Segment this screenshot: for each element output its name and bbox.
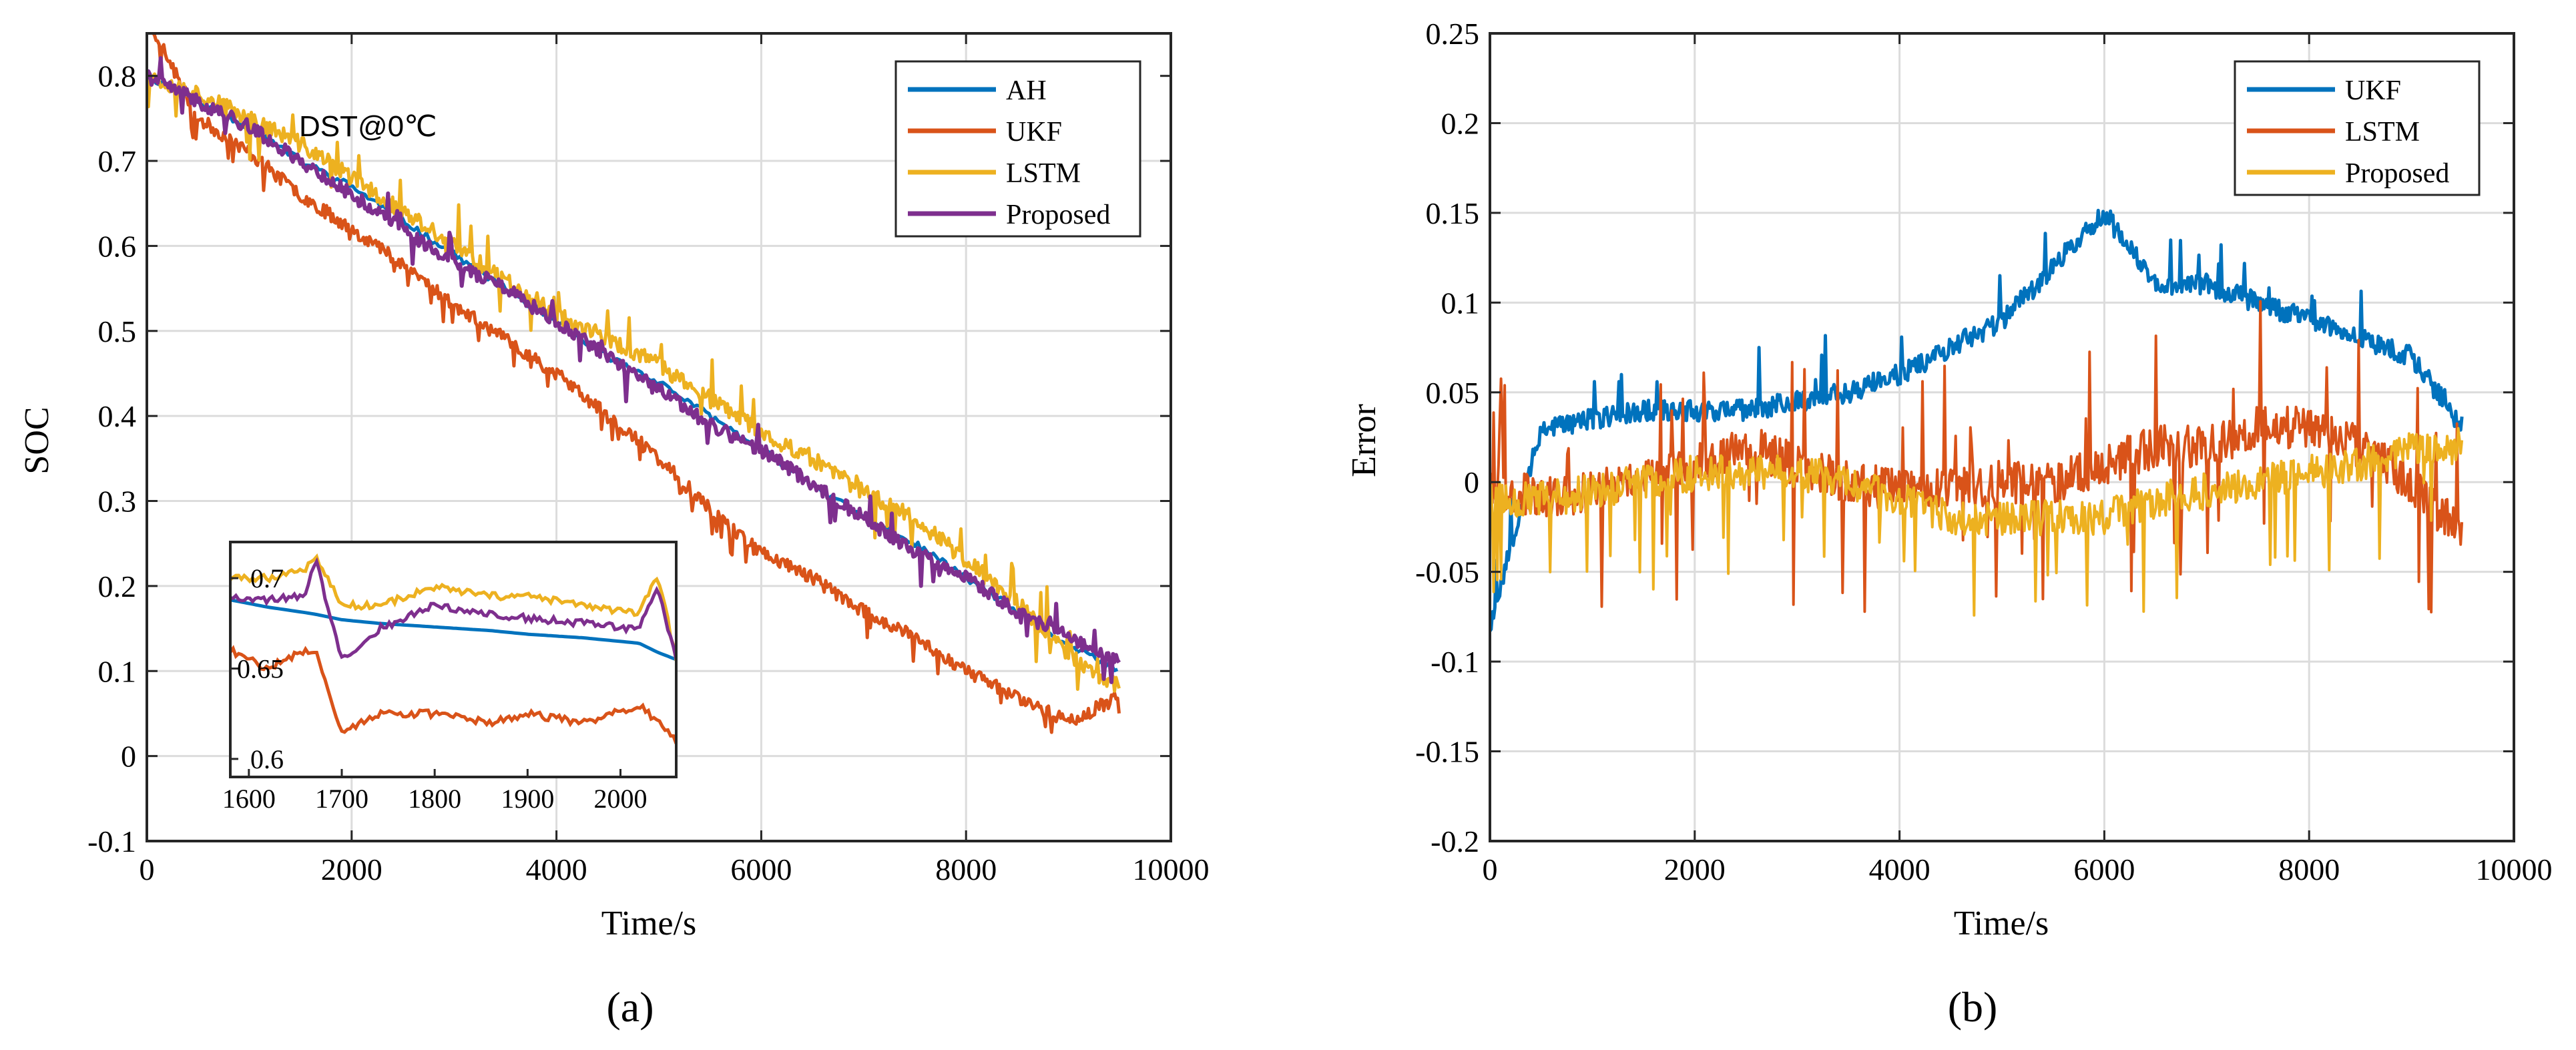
x-tick-label: 8000 xyxy=(935,852,997,886)
y-axis-label-a: SOC xyxy=(18,407,56,474)
inset-ticks: 1600 1700 1800 1900 2000 0.6 0.65 0.7 xyxy=(222,563,648,814)
x-tick-label: 6000 xyxy=(2073,852,2135,886)
chart-panel-a: 0 2000 4000 6000 8000 10000-0.100.10.20.30.40… xyxy=(18,32,1210,1031)
inset-line-proposed xyxy=(230,557,676,660)
y-tick-label: 0.1 xyxy=(1441,286,1480,320)
x-axis-label-a: Time/s xyxy=(601,904,697,943)
inset-series xyxy=(230,553,676,744)
inset-line-lstm xyxy=(230,553,676,662)
legend-label-ukf: UKF xyxy=(1006,117,1062,148)
legend-label-proposed: Proposed xyxy=(2345,158,2449,189)
y-tick-label: 0.3 xyxy=(98,485,137,519)
legend-label-proposed: Proposed xyxy=(1006,200,1110,230)
y-tick-label: -0.05 xyxy=(1415,555,1479,589)
x-tick-label: 6000 xyxy=(730,852,792,886)
ticks-a: 0 2000 4000 6000 8000 10000-0.100.10.20.30.40… xyxy=(87,33,1210,886)
inset-line-ukf xyxy=(230,645,676,744)
legend-b: UKF LSTM Proposed xyxy=(2234,60,2481,196)
inset-x-tick-label: 1900 xyxy=(501,784,554,814)
legend-label-ah: AH xyxy=(1006,75,1047,106)
panel-label-a: (a) xyxy=(606,983,654,1031)
y-tick-label: 0.7 xyxy=(98,144,137,178)
x-tick-label: 10000 xyxy=(2476,852,2553,886)
x-tick-label: 2000 xyxy=(321,852,382,886)
y-tick-label: -0.15 xyxy=(1415,735,1479,769)
x-tick-label: 4000 xyxy=(1869,852,1930,886)
y-tick-label: 0.8 xyxy=(98,59,137,93)
y-tick-label: 0.1 xyxy=(98,654,137,688)
y-axis-label-b: Error xyxy=(1345,404,1383,477)
series-line-ukf xyxy=(1490,208,2464,632)
legend-label-lstm: LSTM xyxy=(2345,117,2420,148)
y-tick-label: 0 xyxy=(121,740,136,774)
y-tick-label: 0.4 xyxy=(98,399,137,433)
y-tick-label: 0.25 xyxy=(1426,17,1480,51)
inset-x-tick-label: 1700 xyxy=(315,784,368,814)
series-a xyxy=(147,33,1121,734)
y-tick-label: 0.15 xyxy=(1426,196,1480,230)
inset-zoom: 1600 1700 1800 1900 2000 0.6 0.65 0.7 xyxy=(222,541,678,814)
legend-a: AH UKF LSTM Proposed xyxy=(894,60,1141,238)
legend-label-ukf: UKF xyxy=(2345,75,2401,106)
inset-x-tick-label: 1800 xyxy=(408,784,461,814)
inset-frame xyxy=(229,541,678,778)
plot-frame-a xyxy=(146,32,1172,842)
inset-y-tick-label: 0.6 xyxy=(250,744,284,774)
y-tick-label: 0.2 xyxy=(1441,106,1480,140)
plot-frame-b xyxy=(1489,32,2515,842)
inset-y-tick-label: 0.7 xyxy=(250,563,284,593)
x-tick-label: 8000 xyxy=(2278,852,2340,886)
inset-background xyxy=(230,542,676,777)
series-line-proposed xyxy=(1490,427,2464,617)
y-tick-label: 0.6 xyxy=(98,229,137,263)
ticks-b: 0 2000 4000 6000 8000 10000 -0.2 -0.15 -0.1 -0.05… xyxy=(1415,17,2552,886)
inset-line-ah xyxy=(230,598,676,662)
legend-label-lstm: LSTM xyxy=(1006,158,1081,189)
x-tick-label: 0 xyxy=(140,852,155,886)
series-line-lstm xyxy=(147,72,1121,693)
inset-y-tick-label: 0.65 xyxy=(237,654,284,684)
inset-x-tick-label: 1600 xyxy=(222,784,276,814)
x-tick-label: 0 xyxy=(1483,852,1498,886)
condition-annotation: DST@0℃ xyxy=(299,110,437,143)
y-tick-label: 0.2 xyxy=(98,569,137,603)
x-axis-label-b: Time/s xyxy=(1954,904,2049,943)
inset-x-tick-label: 2000 xyxy=(594,784,648,814)
chart-panel-b: 0 2000 4000 6000 8000 10000 -0.2 -0.15 -0.1 -0.05… xyxy=(1345,17,2553,1031)
series-line-lstm xyxy=(1490,300,2464,613)
series-line-ukf xyxy=(152,33,1121,734)
x-tick-label: 2000 xyxy=(1664,852,1726,886)
y-tick-label: -0.1 xyxy=(1431,645,1479,679)
panel-label-b: (b) xyxy=(1948,983,1998,1031)
x-tick-label: 10000 xyxy=(1133,852,1210,886)
y-tick-label: -0.2 xyxy=(1431,824,1479,858)
series-line-proposed xyxy=(147,56,1121,684)
y-tick-label: 0.5 xyxy=(98,314,137,348)
y-tick-label: 0.05 xyxy=(1426,376,1480,410)
series-b xyxy=(1490,208,2464,632)
x-tick-label: 4000 xyxy=(526,852,587,886)
y-tick-label: 0 xyxy=(1464,465,1479,499)
y-tick-label: -0.1 xyxy=(87,824,136,858)
